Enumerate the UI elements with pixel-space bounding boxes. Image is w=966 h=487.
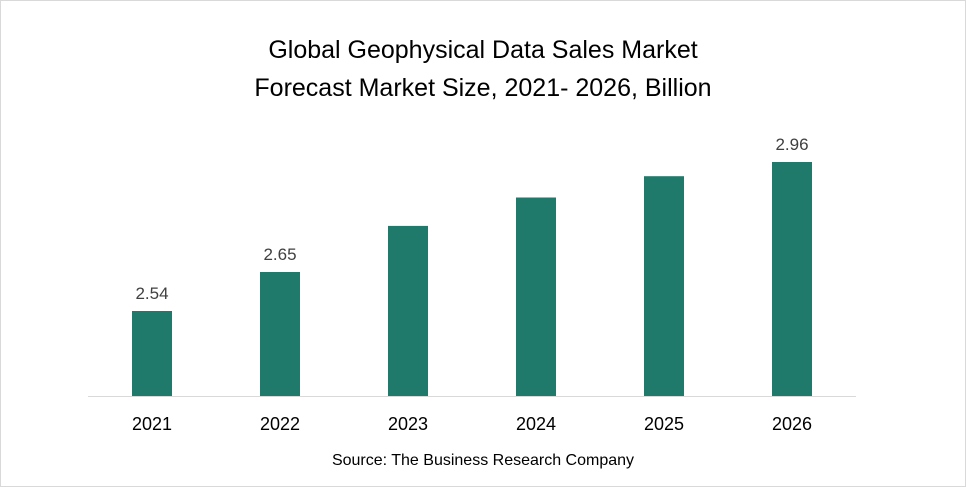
x-tick-label-2025: 2025 [644,414,684,434]
bar-2026 [772,162,812,396]
bar-2024 [516,197,556,396]
bar-2022 [260,272,300,396]
chart-title-line2: Forecast Market Size, 2021- 2026, Billio… [254,74,712,102]
x-tick-label-2023: 2023 [388,414,428,434]
chart-source: Source: The Business Research Company [331,452,635,469]
x-tick-label-2022: 2022 [260,414,300,434]
bar-2021 [132,311,172,396]
data-label-2021: 2.54 [135,284,168,303]
x-tick-label-2021: 2021 [132,414,172,434]
bar-2025 [644,176,684,396]
x-tick-label-2024: 2024 [516,414,556,434]
chart-title-line1: Global Geophysical Data Sales Market [268,36,698,64]
data-label-2022: 2.65 [263,245,296,264]
x-tick-label-2026: 2026 [772,414,812,434]
data-label-2026: 2.96 [775,135,808,154]
bar-2023 [388,225,428,396]
